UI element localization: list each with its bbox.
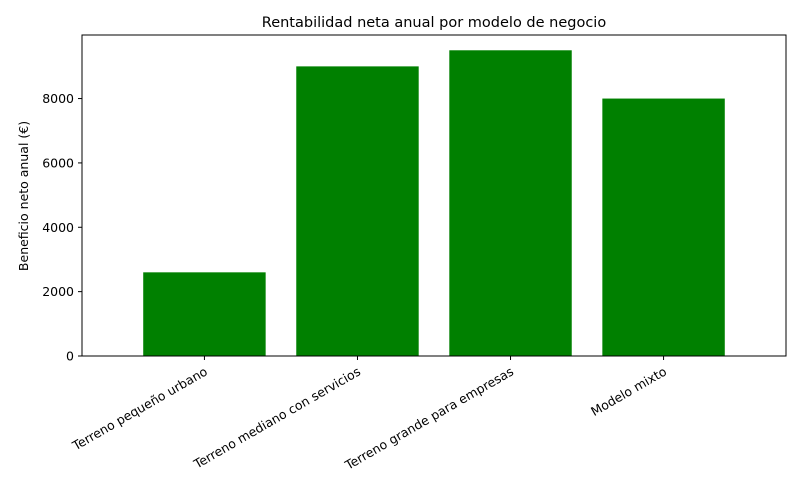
y-tick-label: 2000 xyxy=(42,284,74,299)
y-tick-label: 0 xyxy=(66,349,74,364)
x-tick-label: Terreno mediano con servicios xyxy=(190,364,363,472)
y-tick-label: 4000 xyxy=(42,220,74,235)
x-tick-label: Modelo mixto xyxy=(588,364,669,419)
chart-title: Rentabilidad neta anual por modelo de ne… xyxy=(262,15,607,31)
axes-frame xyxy=(81,34,787,357)
y-tick-label: 8000 xyxy=(42,91,74,106)
bar-1 xyxy=(143,272,266,356)
bar-2 xyxy=(296,66,419,356)
y-axis-label: Beneficio neto anual (€) xyxy=(16,121,31,271)
bar-3 xyxy=(449,50,572,357)
x-tick-label: Terreno grande para empresas xyxy=(341,364,516,473)
bar-4 xyxy=(602,98,725,356)
x-tick-label: Terreno pequeño urbano xyxy=(69,364,210,454)
y-tick-label: 6000 xyxy=(42,155,74,170)
